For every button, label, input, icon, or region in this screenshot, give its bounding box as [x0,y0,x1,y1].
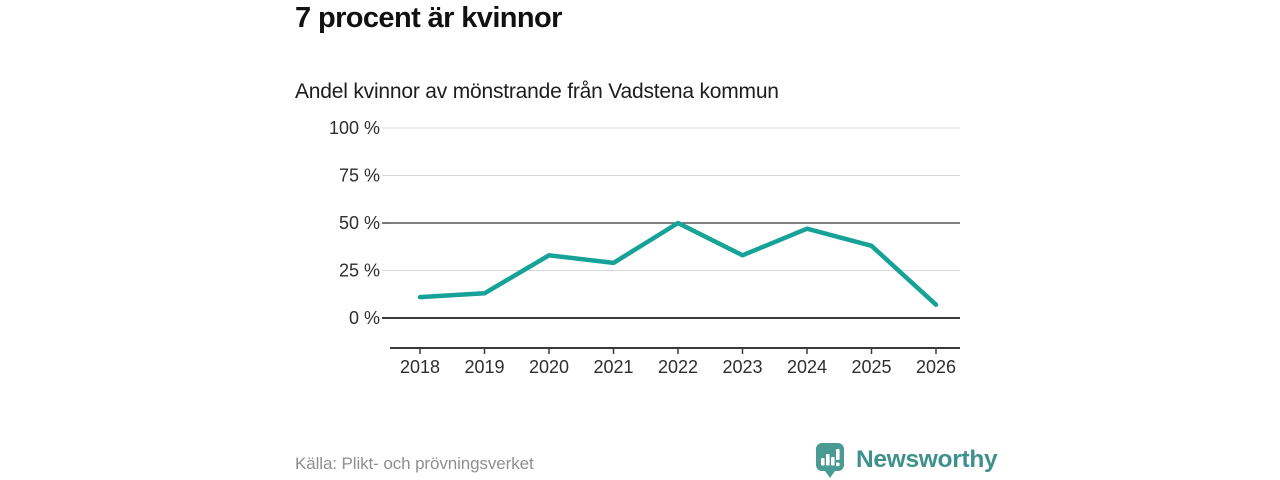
x-axis-tick-label: 2021 [593,357,633,377]
newsworthy-logo-icon [816,443,844,478]
x-axis-tick-label: 2023 [722,357,762,377]
chart-title: 7 procent är kvinnor [295,2,562,34]
x-axis-tick-label: 2025 [851,357,891,377]
x-axis-tick-label: 2024 [787,357,827,377]
y-axis-tick-label: 0 % [349,308,380,328]
x-axis-tick-label: 2018 [400,357,440,377]
chart-subtitle: Andel kvinnor av mönstrande från Vadsten… [295,80,779,103]
x-axis-tick-label: 2019 [464,357,504,377]
x-axis-tick-label: 2022 [658,357,698,377]
x-axis-tick-label: 2020 [529,357,569,377]
y-axis-tick-label: 25 % [339,261,380,281]
y-axis-tick-label: 50 % [339,213,380,233]
y-axis-tick-label: 75 % [339,166,380,186]
y-axis-tick-label: 100 % [330,118,380,138]
brand-wordmark: Newsworthy [856,446,998,473]
brand-lockup: Newsworthy [812,441,998,479]
trend-line [417,220,939,307]
line-chart-svg: 0 % 25 % 50 % 75 % 100 % 2018 2019 2020 2021 2022… [330,118,960,377]
line-chart: 0 % 25 % 50 % 75 % 100 % 2018 2019 2020 2021 2022… [330,115,975,390]
source-label: Källa: Plikt- och prövningsverket [295,454,534,473]
x-axis-tick-label: 2026 [916,357,956,377]
